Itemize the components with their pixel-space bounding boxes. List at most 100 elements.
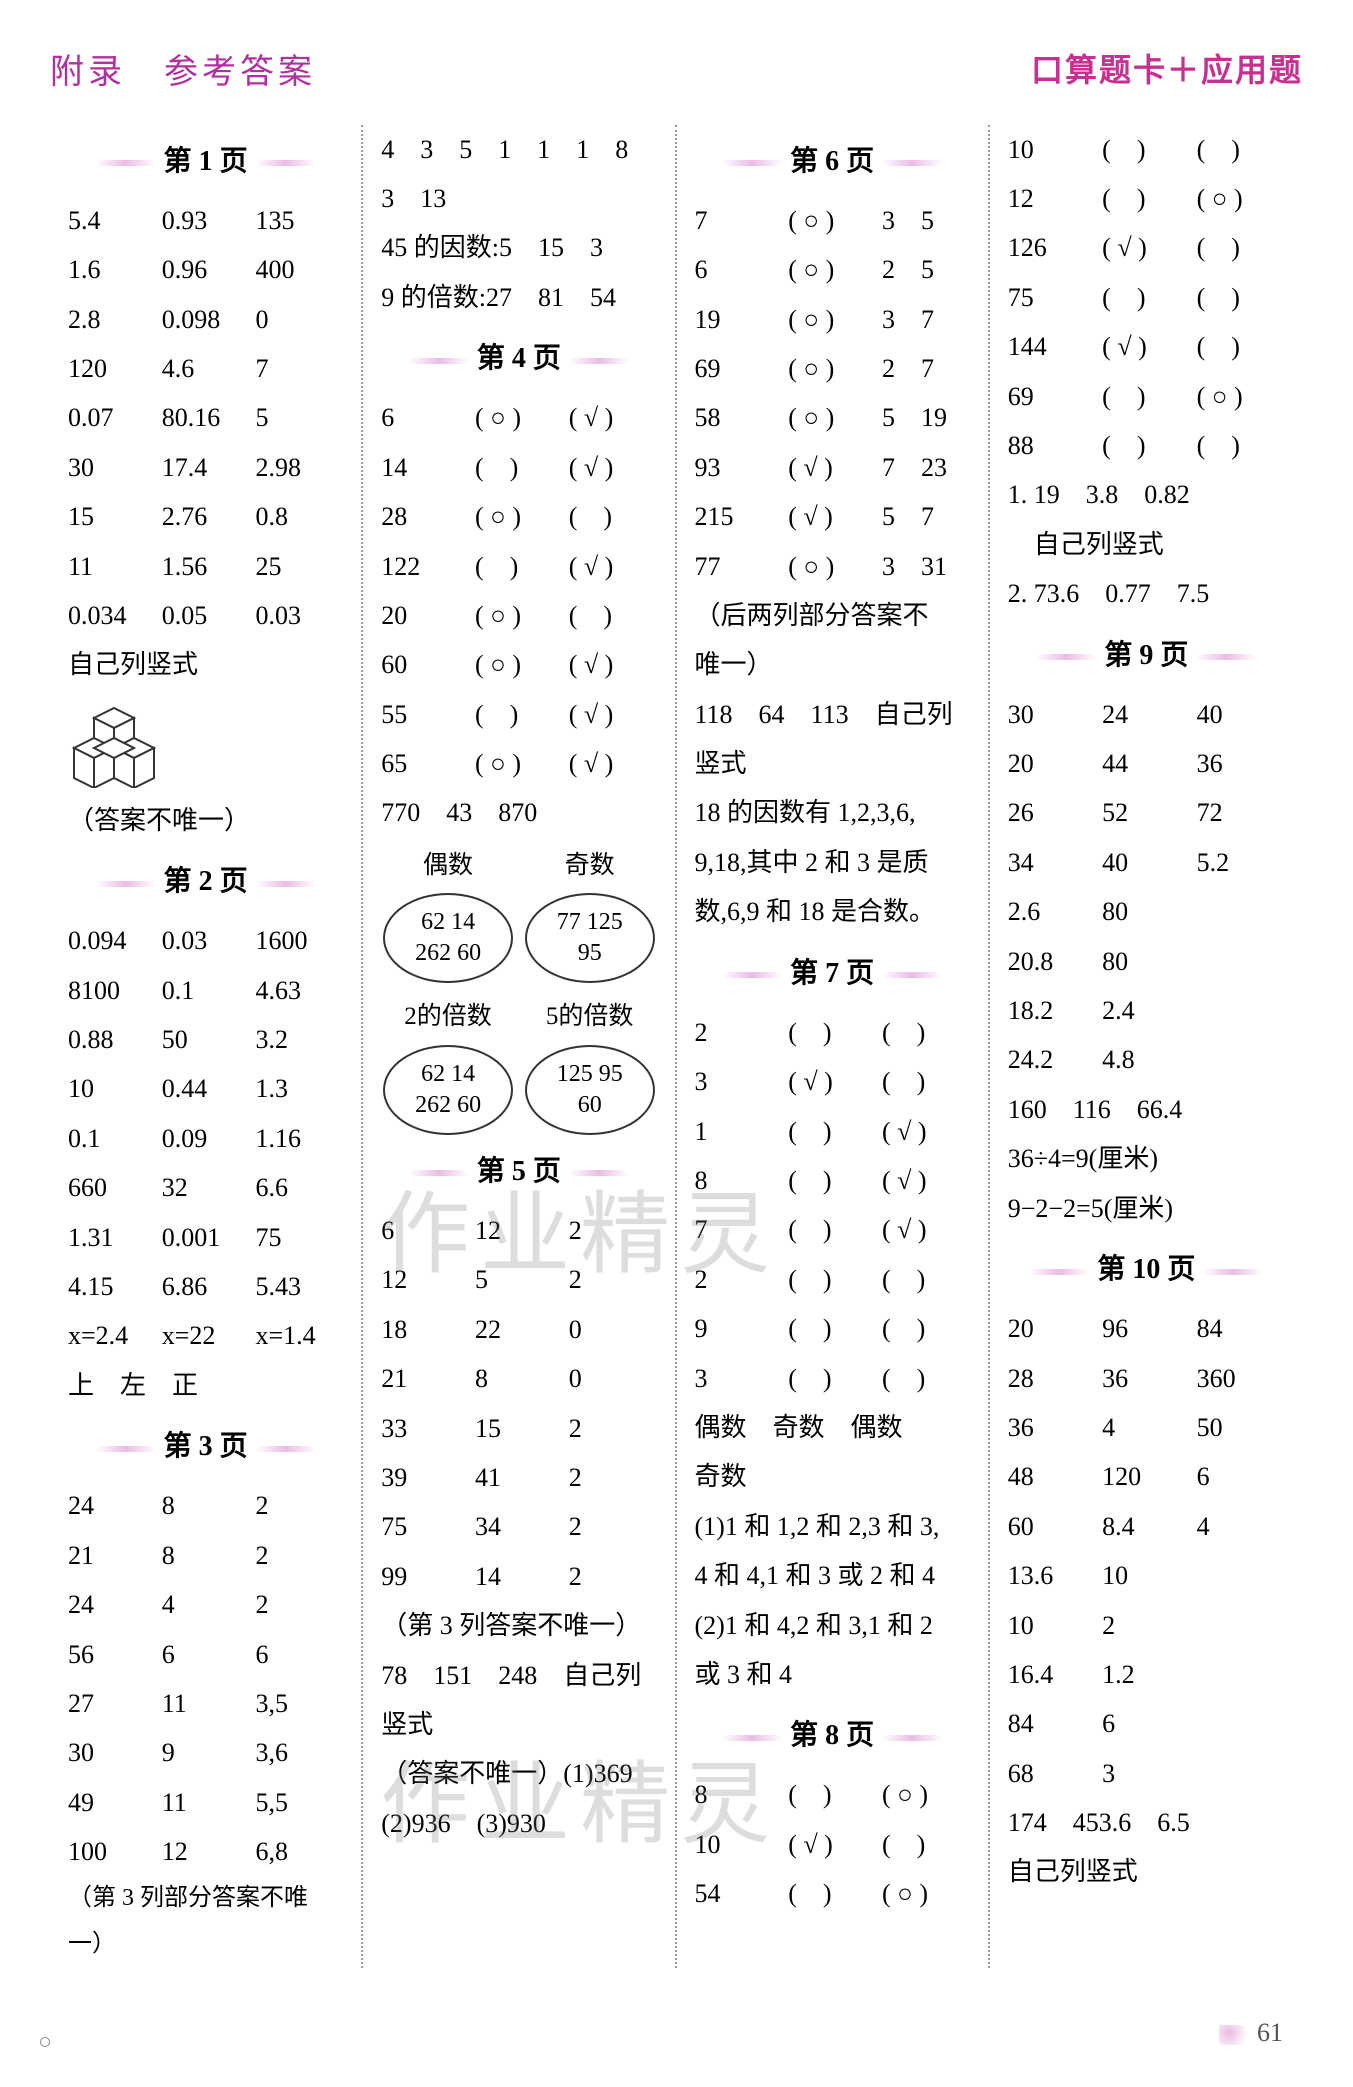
venn1-oval-left: 62 14 262 60: [383, 893, 513, 983]
cell: ( ○ ): [782, 344, 876, 393]
data-row: 2( )( ): [691, 1255, 974, 1304]
page-number: 61: [1219, 2008, 1283, 2057]
cell: 72: [1191, 788, 1285, 837]
cell: 21: [68, 1531, 156, 1580]
p1-note2: （答案不唯一）: [64, 796, 347, 845]
data-row: 49115,5: [64, 1778, 347, 1827]
cell: 56: [68, 1630, 156, 1679]
cell: 6: [1096, 1699, 1190, 1748]
cell: ( √ ): [876, 1156, 970, 1205]
cell: ( ): [469, 443, 563, 492]
data-row: 302440: [1004, 690, 1289, 739]
cell: 3.2: [250, 1015, 344, 1064]
cell: ( ): [1096, 174, 1190, 223]
cell: 2.76: [156, 492, 250, 541]
cell: 80.16: [156, 393, 250, 442]
cell: 3: [695, 1354, 783, 1403]
cell: ( ○ ): [782, 542, 876, 591]
data-row: 0.0780.165: [64, 393, 347, 442]
appendix-title: 附录 参考答案: [50, 40, 316, 105]
cell: 400: [250, 245, 344, 294]
cell: [1191, 1601, 1285, 1650]
page-5-header: 第 5 页: [377, 1145, 660, 1198]
data-row: 144( √ )( ): [1004, 322, 1289, 371]
venn2-oval-left: 62 14 262 60: [383, 1045, 513, 1135]
cell: 100: [68, 1827, 156, 1876]
data-row: 3( √ )( ): [691, 1057, 974, 1106]
cell: 2: [695, 1008, 783, 1057]
cell: 84: [1008, 1699, 1096, 1748]
venn-text: 77 125: [557, 907, 623, 938]
p6-t3: 118 64 113 自己列: [691, 690, 974, 739]
cell: ( ): [563, 591, 657, 640]
cell: 26: [1008, 788, 1096, 837]
cell: 8100: [68, 966, 156, 1015]
data-row: 27113,5: [64, 1679, 347, 1728]
data-row: 100.441.3: [64, 1064, 347, 1113]
data-row: 69( ○ )2 7: [691, 344, 974, 393]
cell: 3,6: [250, 1728, 344, 1777]
cell: 12: [469, 1206, 563, 1255]
cell: 52: [1096, 788, 1190, 837]
cell: 0.05: [156, 591, 250, 640]
cell: 6: [381, 393, 469, 442]
cell: ( √ ): [563, 542, 657, 591]
cell: 55: [381, 690, 469, 739]
cell: ( ): [1096, 273, 1190, 322]
cell: 9: [695, 1304, 783, 1353]
cell: 2: [563, 1255, 657, 1304]
data-row: 19( ○ )3 7: [691, 295, 974, 344]
cell: 32: [156, 1163, 250, 1212]
cell: ( ): [782, 1354, 876, 1403]
data-row: 6( ○ )2 5: [691, 245, 974, 294]
cell: 0.88: [68, 1015, 156, 1064]
data-row: 2( )( ): [691, 1008, 974, 1057]
p6-t2: 唯一）: [691, 640, 974, 689]
data-row: 2442: [64, 1580, 347, 1629]
text-line: 4 3 5 1 1 1 8: [377, 125, 660, 174]
cell: 360: [1191, 1354, 1285, 1403]
cell: 4.15: [68, 1262, 156, 1311]
cell: 144: [1008, 322, 1096, 371]
cell: 96: [1096, 1304, 1190, 1353]
cell: 5: [250, 393, 344, 442]
cell: 44: [1096, 739, 1190, 788]
data-row: 20.880: [1004, 937, 1289, 986]
p6-t7: 数,6,9 和 18 是合数。: [691, 887, 974, 936]
cell: 1.3: [250, 1064, 344, 1113]
data-row: 204436: [1004, 739, 1289, 788]
data-row: 24.24.8: [1004, 1035, 1289, 1084]
cell: 11: [68, 542, 156, 591]
data-row: 33152: [377, 1404, 660, 1453]
column-1: 第 1 页 5.40.931351.60.964002.80.09801204.…: [50, 125, 363, 1968]
cell: 6.86: [156, 1262, 250, 1311]
cell: 69: [1008, 372, 1096, 421]
cell: ( √ ): [782, 1057, 876, 1106]
cell: ( ○ ): [876, 1770, 970, 1819]
data-row: 75( )( ): [1004, 273, 1289, 322]
cell: ( √ ): [782, 443, 876, 492]
p5-tail1: （第 3 列答案不唯一）: [377, 1601, 660, 1650]
data-row: 34405.2: [1004, 838, 1289, 887]
data-row: 1.60.96400: [64, 245, 347, 294]
cell: 14: [469, 1552, 563, 1601]
cell: ( √ ): [563, 739, 657, 788]
data-row: 481206: [1004, 1452, 1289, 1501]
cell: 8: [695, 1156, 783, 1205]
cell: x=22: [156, 1311, 250, 1360]
venn2-label-left: 2的倍数: [377, 993, 519, 1041]
cell: ( ): [876, 1820, 970, 1869]
p6-t6: 9,18,其中 2 和 3 是质: [691, 838, 974, 887]
cell: 58: [695, 393, 783, 442]
cell: ( √ ): [876, 1205, 970, 1254]
cell: 30: [68, 1728, 156, 1777]
cell: ( ): [876, 1255, 970, 1304]
data-row: 102: [1004, 1601, 1289, 1650]
cell: 10: [1096, 1551, 1190, 1600]
cell: 84: [1191, 1304, 1285, 1353]
cell: ( ○ ): [876, 1869, 970, 1918]
cell: 50: [1191, 1403, 1285, 1452]
cell: x=2.4: [68, 1311, 156, 1360]
cell: 9: [156, 1728, 250, 1777]
data-row: 7( )( √ ): [691, 1205, 974, 1254]
